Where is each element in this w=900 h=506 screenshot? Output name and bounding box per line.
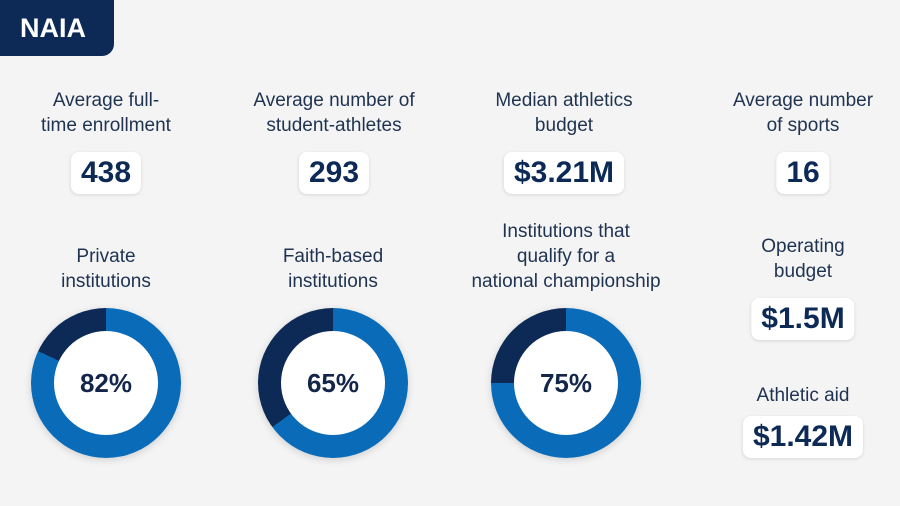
budget-value-athletic-aid: $1.42M xyxy=(742,416,864,458)
stat-label-enrollment: Average full-time enrollment xyxy=(41,90,171,136)
stat-label-sports: Average number of sports xyxy=(732,90,874,136)
donut-chart-championship: 75% xyxy=(491,308,641,458)
budget-label-operating: Operating budget xyxy=(761,236,845,282)
donut-label-faith-based: Faith-based institutions xyxy=(282,246,384,292)
donut-value-championship: 75% xyxy=(514,331,618,435)
donut-chart-private: 82% xyxy=(31,308,181,458)
donut-label-private: Private institutions xyxy=(61,246,151,292)
stat-value-sports: 16 xyxy=(776,152,830,194)
badge-text: NAIA xyxy=(20,12,86,43)
stat-label-median-budget: Median athletics budget xyxy=(495,90,633,136)
stat-value-median-budget: $3.21M xyxy=(503,152,625,194)
stat-label-student-athletes: Average number of student-athletes xyxy=(253,90,415,136)
donut-chart-faith-based: 65% xyxy=(258,308,408,458)
naia-badge: NAIA xyxy=(0,0,114,56)
donut-label-championship: Institutions that qualify for a national c… xyxy=(471,221,661,292)
budget-label-athletic-aid: Athletic aid xyxy=(756,385,850,406)
donut-value-private: 82% xyxy=(54,331,158,435)
stat-value-student-athletes: 293 xyxy=(298,152,370,194)
stat-value-enrollment: 438 xyxy=(70,152,142,194)
donut-value-faith-based: 65% xyxy=(281,331,385,435)
budget-value-operating: $1.5M xyxy=(751,298,855,340)
